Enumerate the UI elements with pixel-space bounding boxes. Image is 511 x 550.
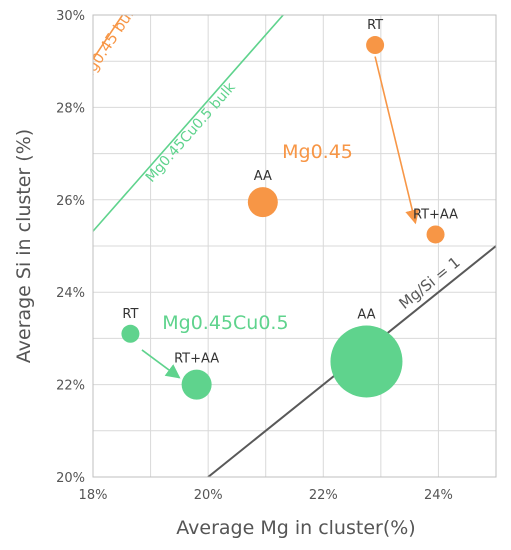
y-tick-label: 20%: [56, 471, 85, 486]
y-tick-label: 26%: [56, 194, 85, 209]
x-tick-label: 18%: [79, 488, 108, 503]
reference-line-label: Mg0.45Cu0.5 bulk: [143, 79, 240, 186]
arrows: [141, 56, 420, 379]
data-point: [181, 369, 212, 400]
data-point: [426, 225, 445, 244]
tick-labels: 18% 20% 22% 24% 20% 22% 24% 26% 28% 30%: [56, 9, 453, 503]
data-point-label: AA: [357, 308, 375, 323]
y-tick-label: 30%: [56, 9, 85, 24]
data-point: [247, 187, 278, 218]
y-tick-label: 24%: [56, 286, 85, 301]
y-tick-label: 28%: [56, 101, 85, 116]
trend-arrow: [141, 349, 181, 379]
x-tick-label: 22%: [309, 488, 338, 503]
data-point: [366, 36, 385, 55]
data-point-label: RT+AA: [174, 352, 219, 367]
series-label: Mg0.45: [282, 141, 353, 163]
y-axis-title: Average Si in cluster (%): [13, 129, 35, 363]
reference-line-label: Mg0.45 bulk: [76, 0, 143, 86]
plot-frame: [92, 14, 497, 478]
y-tick-label: 22%: [56, 379, 85, 394]
grid: [93, 15, 496, 477]
reference-line-label: Mg/Si = 1: [395, 253, 463, 313]
reference-line: [93, 15, 124, 61]
data-points: [121, 36, 445, 400]
point-labels: RT AA RT+AA Mg0.45 RT RT+AA AA Mg0.45Cu0.5: [122, 18, 458, 367]
reference-line: [93, 15, 285, 233]
data-point: [330, 325, 403, 398]
data-point: [121, 324, 140, 343]
data-point-label: RT+AA: [413, 207, 458, 222]
series-label: Mg0.45Cu0.5: [162, 312, 288, 334]
data-point-label: RT: [367, 18, 383, 33]
data-point-label: RT: [122, 307, 138, 322]
trend-arrow: [374, 56, 420, 225]
x-tick-label: 24%: [424, 488, 453, 503]
x-axis-title: Average Mg in cluster(%): [176, 517, 415, 539]
x-tick-label: 20%: [194, 488, 223, 503]
data-point-label: AA: [254, 169, 272, 184]
